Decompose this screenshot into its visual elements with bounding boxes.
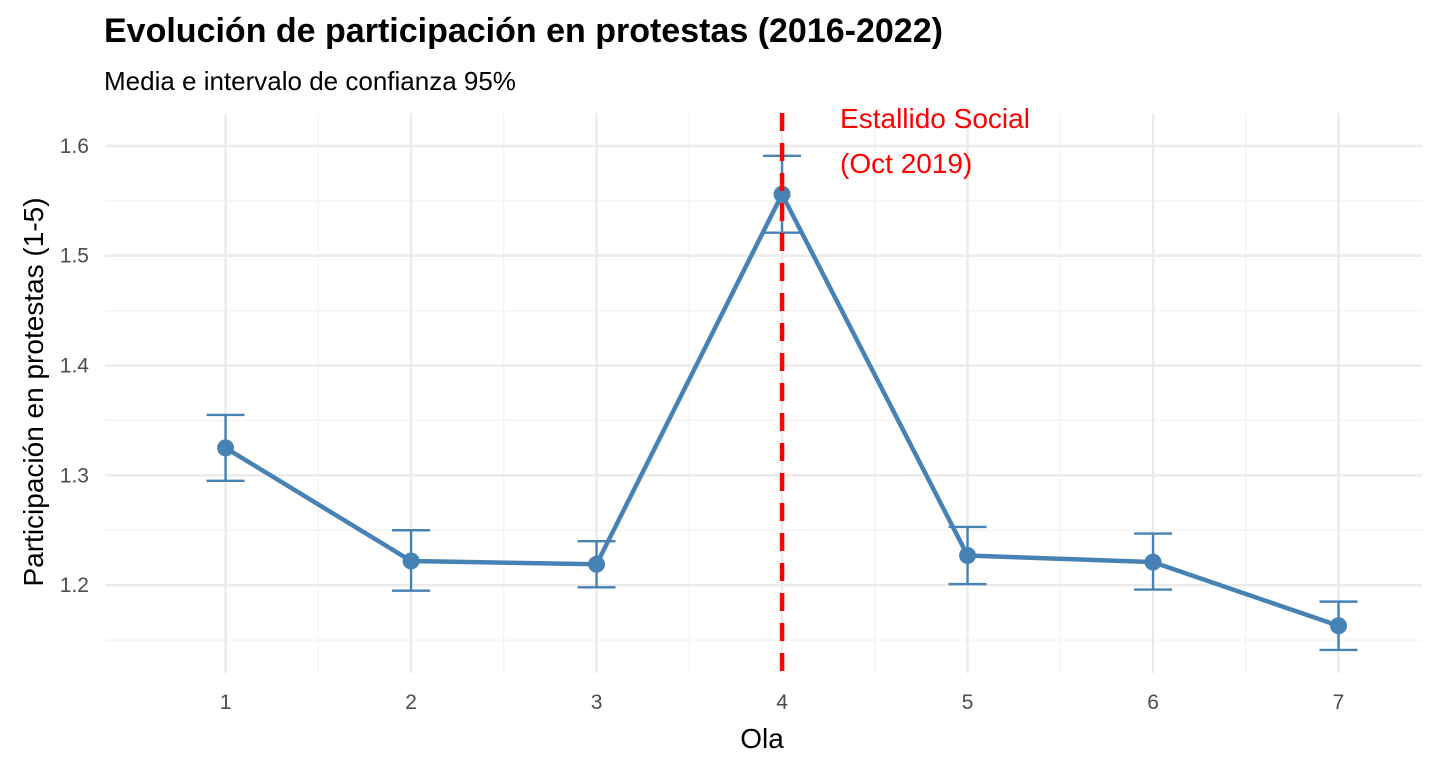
x-tick-label: 3: [591, 691, 603, 714]
x-tick-label: 2: [405, 691, 417, 714]
data-point: [1144, 553, 1162, 571]
y-axis-ticks: 1.2 1.3 1.4 1.5 1.6: [60, 135, 90, 597]
minor-gridlines-x: [317, 113, 1247, 673]
y-axis-label: Participación en protestas (1-5): [18, 197, 49, 586]
data-point: [1330, 617, 1348, 635]
y-tick-label: 1.5: [60, 245, 89, 268]
y-tick-label: 1.2: [60, 574, 89, 597]
minor-gridlines-y: [105, 200, 1422, 641]
series-group: [217, 185, 1348, 635]
y-tick-label: 1.4: [60, 355, 90, 378]
reference-line-group: Estallido Social (Oct 2019): [779, 103, 1030, 673]
x-tick-label: 4: [776, 691, 788, 714]
data-point: [588, 555, 606, 573]
data-point: [217, 439, 235, 457]
y-tick-label: 1.6: [60, 135, 89, 158]
data-point: [959, 547, 977, 565]
chart-title: Evolución de participación en protestas …: [104, 12, 943, 50]
data-point: [402, 552, 420, 570]
x-tick-label: 1: [220, 691, 232, 714]
major-gridlines-y: [105, 144, 1422, 587]
chart-subtitle: Media e intervalo de confianza 95%: [104, 66, 516, 96]
x-tick-label: 5: [962, 691, 974, 714]
data-point: [773, 185, 791, 203]
x-axis-ticks: 1 2 3 4 5 6 7: [220, 691, 1345, 714]
reference-line-label: Estallido Social: [840, 103, 1030, 134]
reference-line-label: (Oct 2019): [840, 148, 972, 179]
x-tick-label: 6: [1147, 691, 1159, 714]
x-axis-label: Ola: [740, 723, 784, 754]
y-tick-label: 1.3: [60, 464, 89, 487]
x-tick-label: 7: [1333, 691, 1345, 714]
